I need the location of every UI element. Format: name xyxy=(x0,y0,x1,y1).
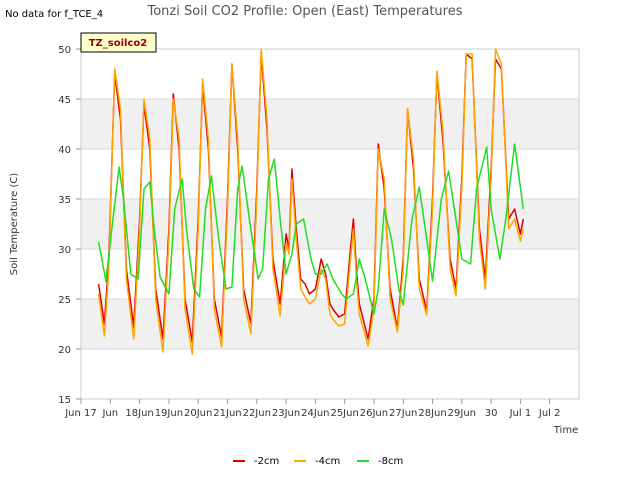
legend: -2cm -4cm -8cm xyxy=(233,456,403,467)
plot-bands xyxy=(81,99,579,349)
x-tick-label: 29Jun xyxy=(448,408,476,419)
y-tick-label: 30 xyxy=(58,245,71,256)
x-tick-label: 30 xyxy=(485,408,498,419)
x-tick-label: 27Jun xyxy=(389,408,417,419)
y-tick-label: 45 xyxy=(58,95,71,106)
x-tick-label: Jun 17 xyxy=(64,408,97,419)
x-tick-label: 21Jun xyxy=(213,408,241,419)
x-tick-label: 25Jun xyxy=(330,408,358,419)
y-tick-label: 20 xyxy=(58,345,71,356)
x-tick-label: Jul 2 xyxy=(538,408,561,419)
x-tick-label: Jun xyxy=(101,408,118,419)
plot-area xyxy=(80,48,580,400)
x-tick-label: 24Jun xyxy=(301,408,329,419)
legend-label-4cm: -4cm xyxy=(315,456,340,467)
x-tick-label: 19Jun xyxy=(155,408,183,419)
y-tick-label: 15 xyxy=(58,395,71,406)
plot-band-2 xyxy=(81,99,579,149)
y-axis-ticks: 15 20 25 30 35 40 45 50 xyxy=(58,45,81,406)
series-line-4cm xyxy=(97,48,525,355)
y-axis-title: Soil Temperature (C) xyxy=(9,173,20,276)
corner-note: No data for f_TCE_4 xyxy=(5,9,103,20)
legend-label-2cm: -2cm xyxy=(254,456,279,467)
badge-label: TZ_soilco2 xyxy=(89,38,148,49)
y-tick-label: 40 xyxy=(58,145,71,156)
plot-band-0 xyxy=(81,299,579,349)
x-tick-label: 23Jun xyxy=(272,408,300,419)
series-line-8cm xyxy=(97,143,525,315)
x-tick-label: Jul 1 xyxy=(509,408,532,419)
y-tick-label: 35 xyxy=(58,195,71,206)
x-tick-label: 28Jun xyxy=(418,408,446,419)
y-tick-label: 50 xyxy=(58,45,71,56)
badge: TZ_soilco2 xyxy=(80,32,157,53)
x-axis-ticks: Jun 17 Jun 18Jun 19Jun 20Jun 21Jun 22Jun 23Jun 2… xyxy=(64,399,561,419)
x-tick-label: 22Jun xyxy=(243,408,271,419)
x-axis-title: Time xyxy=(553,425,578,436)
x-tick-label: 18Jun xyxy=(125,408,153,419)
chart-title: Tonzi Soil CO2 Profile: Open (East) Temp… xyxy=(146,4,462,19)
legend-label-8cm: -8cm xyxy=(378,456,403,467)
badge-box xyxy=(80,32,157,53)
series-layer xyxy=(97,48,525,355)
y-tick-label: 25 xyxy=(58,295,71,306)
x-tick-label: 20Jun xyxy=(184,408,212,419)
x-tick-label: 26Jun xyxy=(360,408,388,419)
